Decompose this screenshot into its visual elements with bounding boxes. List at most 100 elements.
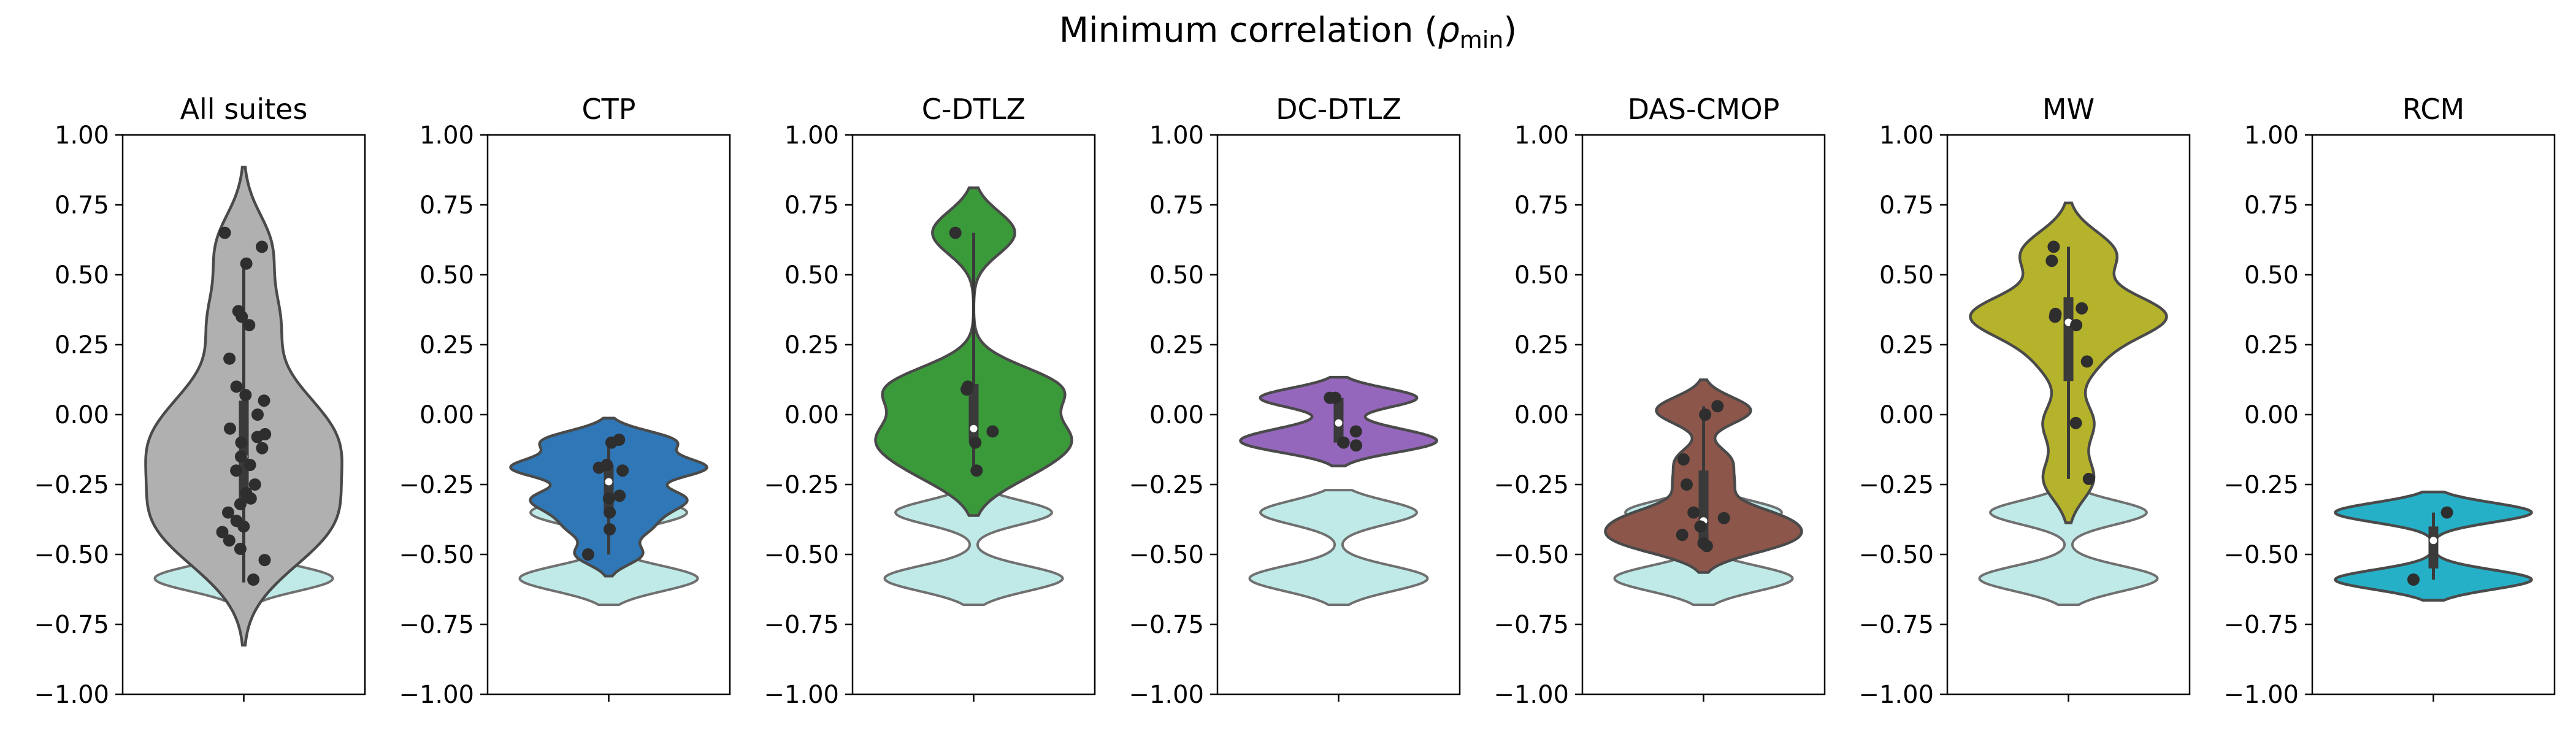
y-tick-label: 0.75 <box>2244 191 2299 220</box>
data-point <box>604 523 616 535</box>
y-tick-label: 0.25 <box>55 331 109 359</box>
data-point <box>223 534 236 547</box>
data-point <box>230 380 243 393</box>
y-tick-label: −0.25 <box>1493 471 1569 499</box>
panel-title: All suites <box>180 93 308 126</box>
data-point <box>235 436 248 449</box>
data-point <box>616 464 629 477</box>
data-point <box>1687 506 1700 519</box>
y-tick-label: −1.00 <box>34 681 109 709</box>
y-tick-label: −0.25 <box>1129 471 1204 499</box>
data-point <box>1694 520 1707 533</box>
data-point <box>243 319 256 332</box>
data-point <box>239 389 252 402</box>
data-point <box>2069 416 2082 429</box>
y-tick-label: −0.75 <box>34 611 109 639</box>
y-tick-label: 0.75 <box>1879 191 1934 220</box>
box-median <box>2429 537 2437 545</box>
box-median <box>970 424 978 432</box>
y-tick-label: 0.00 <box>784 401 839 429</box>
y-tick-label: 0.25 <box>784 331 839 359</box>
y-tick-label: −0.50 <box>764 541 839 569</box>
y-tick-label: −1.00 <box>1493 681 1569 709</box>
data-point <box>237 520 250 533</box>
y-tick-label: 0.75 <box>784 191 839 220</box>
data-point <box>1699 408 1712 421</box>
y-tick-label: −0.50 <box>1858 541 1934 569</box>
panel-title: DAS-CMOP <box>1628 93 1780 126</box>
data-point <box>2440 506 2453 519</box>
data-point <box>1676 529 1689 542</box>
data-point <box>2047 240 2060 253</box>
panel-title: C-DTLZ <box>922 93 1025 126</box>
data-point <box>1350 439 1362 452</box>
y-tick-label: 0.75 <box>1514 191 1569 220</box>
y-tick-label: 0.25 <box>1514 331 1569 359</box>
data-point <box>258 554 271 567</box>
box-median <box>1335 419 1343 427</box>
y-tick-label: 1.00 <box>784 121 839 150</box>
y-tick-label: −0.25 <box>399 471 474 499</box>
y-tick-label: 0.50 <box>2244 261 2299 289</box>
y-tick-label: 0.00 <box>1149 401 1204 429</box>
y-tick-label: 1.00 <box>1514 121 1569 150</box>
data-point <box>2082 472 2095 485</box>
data-point <box>256 240 268 253</box>
y-tick-label: −0.75 <box>1858 611 1934 639</box>
y-tick-label: 0.00 <box>1879 401 1934 429</box>
data-point <box>1324 391 1336 404</box>
data-point <box>247 573 260 586</box>
box-median <box>605 478 613 486</box>
y-tick-label: −0.50 <box>2223 541 2299 569</box>
data-point <box>613 489 626 502</box>
y-tick-label: −1.00 <box>1129 681 1204 709</box>
y-tick-label: −0.50 <box>399 541 474 569</box>
y-tick-label: −0.50 <box>1493 541 1569 569</box>
data-point <box>1700 540 1713 553</box>
y-tick-label: −0.75 <box>1129 611 1204 639</box>
data-point <box>243 459 256 472</box>
data-point <box>240 257 253 270</box>
y-tick-label: −0.75 <box>399 611 474 639</box>
y-tick-label: 1.00 <box>1149 121 1204 150</box>
data-point <box>1677 453 1690 466</box>
y-tick-label: −0.50 <box>1129 541 1204 569</box>
panel-title: MW <box>2042 93 2095 126</box>
data-point <box>2049 310 2061 323</box>
y-tick-label: 0.00 <box>420 401 474 429</box>
y-tick-label: 0.25 <box>2244 331 2299 359</box>
data-point <box>230 464 243 477</box>
panel-6: RCM 1.00 0.75 0.50 0.25 0.00 −0.25 −0.50 −0.75 −1… <box>2223 93 2556 709</box>
data-point <box>1337 436 1350 449</box>
data-point <box>949 226 962 239</box>
y-tick-label: 0.50 <box>1514 261 1569 289</box>
y-tick-label: −1.00 <box>764 681 839 709</box>
data-point <box>604 506 616 519</box>
panel-5: MW 1.00 0.75 0.50 0.25 0.00 −0.25 −0.50 −0.75 −1.… <box>1858 93 2191 709</box>
y-tick-label: 0.00 <box>55 401 109 429</box>
data-point <box>251 408 264 421</box>
reference-violin <box>1248 489 1429 607</box>
y-tick-label: 0.75 <box>55 191 109 220</box>
y-tick-label: 0.50 <box>55 261 109 289</box>
y-tick-label: 0.75 <box>420 191 474 220</box>
y-tick-label: −1.00 <box>399 681 474 709</box>
data-point <box>592 461 605 474</box>
data-point <box>1349 425 1362 438</box>
panel-title: RCM <box>2402 93 2464 126</box>
data-point <box>986 425 999 438</box>
data-point <box>218 226 231 239</box>
box-iqr <box>239 401 249 499</box>
data-point <box>248 478 261 491</box>
data-point <box>2407 573 2420 586</box>
data-point <box>236 310 248 323</box>
data-point <box>2076 302 2088 315</box>
data-point <box>251 431 264 443</box>
y-tick-label: 0.00 <box>2244 401 2299 429</box>
data-point <box>960 383 973 396</box>
y-tick-label: −0.25 <box>2223 471 2299 499</box>
data-point <box>969 436 982 449</box>
y-tick-label: −0.25 <box>34 471 109 499</box>
y-tick-label: −0.25 <box>764 471 839 499</box>
data-point <box>1681 478 1693 491</box>
